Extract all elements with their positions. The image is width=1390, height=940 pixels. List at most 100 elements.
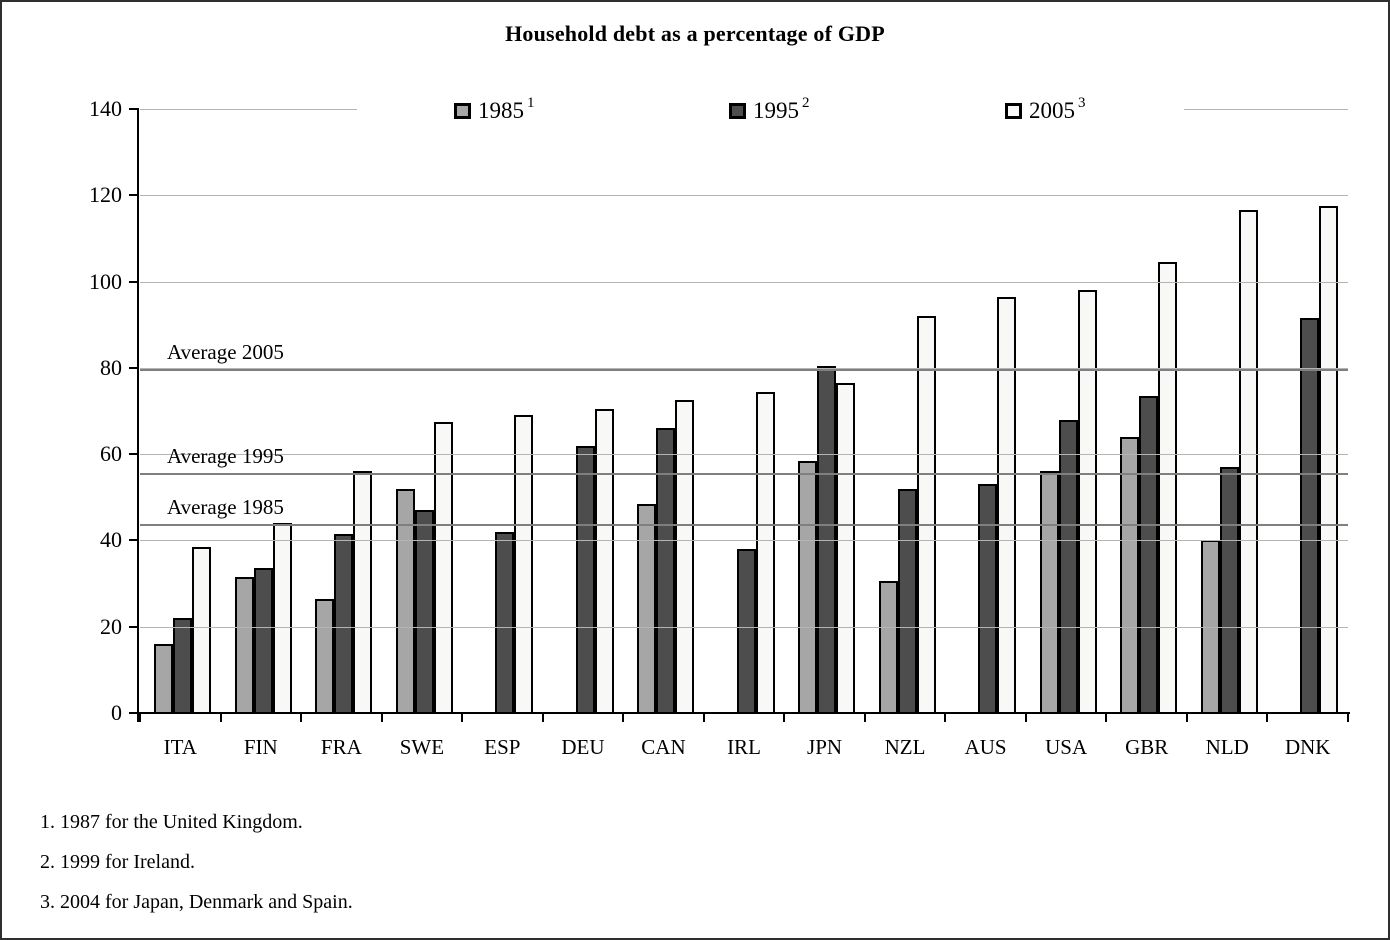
x-axis-tick [541,713,544,722]
x-axis-tick [1266,713,1269,722]
bar-deu-2005 [594,408,614,713]
y-axis-tick [129,366,138,369]
y-axis-tick [129,712,138,714]
legend-item-1985: 1985 1 [448,94,545,128]
y-axis-label: 100 [89,268,122,294]
legend-footnote-ref-1: 1 [527,94,535,111]
x-axis-label-aus: AUS [964,735,1007,759]
bar-gbr-2005 [1158,262,1178,713]
legend-swatch-1995-icon [729,103,746,119]
bar-usa-2005 [1077,290,1097,713]
bar-aus-2005 [997,296,1017,713]
x-axis-tick [783,713,786,722]
average-line-label: Average 1995 [167,443,284,468]
bar-dnk-2005 [1319,206,1339,713]
x-axis-label-ita: ITA [163,735,197,759]
legend-swatch-2005-icon [1005,103,1022,119]
bar-jpn-2005 [836,382,856,713]
x-axis-tick [944,713,947,722]
average-line-label: Average 2005 [167,340,284,364]
bar-swe-1985 [395,488,415,713]
footnote-3: 3. 2004 for Japan, Denmark and Spain. [40,891,353,913]
gridline-100 [140,281,1348,283]
x-axis-label-fra: FRA [320,735,362,759]
gridline-140 [1184,109,1348,110]
bar-ita-1985 [154,643,173,713]
x-axis-tick [461,713,464,722]
x-axis-line [137,712,1350,714]
x-axis-tick [622,713,625,722]
bar-dnk-1995 [1300,318,1320,713]
x-axis-label-esp: ESP [484,735,521,759]
gridline-140 [140,109,357,110]
x-axis-label-fin: FIN [243,735,278,759]
x-axis-tick [139,713,141,722]
bar-fra-1985 [315,598,335,713]
bar-swe-1995 [414,510,434,713]
bar-fin-2005 [272,523,292,713]
bar-jpn-1995 [817,365,837,713]
bar-jpn-1985 [798,460,818,713]
y-axis-tick [129,453,138,456]
legend-item-1995: 1995 2 [723,94,820,128]
bar-nzl-1995 [897,488,917,713]
bar-nzl-1985 [878,581,898,713]
bar-nld-1995 [1219,467,1239,713]
x-axis-tick [1105,713,1108,722]
gridline-120 [140,195,1348,197]
y-axis-tick [129,108,138,110]
bar-usa-1995 [1058,419,1078,713]
bar-ita-2005 [192,546,211,713]
bar-nld-2005 [1238,210,1258,713]
gridline-20 [140,626,1348,628]
legend-item-2005: 2005 3 [999,94,1096,128]
legend-label-1985: 1985 [478,98,524,123]
x-axis-tick [1024,713,1027,722]
y-axis-label: 0 [111,700,122,725]
bar-usa-1985 [1039,471,1059,713]
bar-fra-1995 [334,533,354,713]
bar-can-1995 [656,428,676,713]
bar-fin-1995 [253,568,273,713]
x-axis-label-nzl: NZL [884,735,926,759]
legend-label-1995: 1995 [753,98,799,123]
bar-irl-2005 [755,391,775,713]
legend-label-2005: 2005 [1029,98,1075,123]
bar-gbr-1995 [1139,395,1159,713]
y-axis-label: 120 [89,182,122,208]
bar-fin-1985 [234,577,254,713]
x-axis-tick [380,713,383,722]
footnote-2: 2. 1999 for Ireland. [40,851,195,873]
x-axis-tick [1185,713,1188,722]
average-line-label: Average 1985 [167,495,284,520]
y-axis-tick [129,194,138,197]
gridline-40 [140,540,1348,542]
x-axis-label-irl: IRL [727,735,761,759]
y-axis-tick [129,625,138,628]
bar-ita-1995 [173,618,192,713]
bar-fra-2005 [353,471,373,713]
y-axis-label: 60 [100,441,122,467]
bar-swe-2005 [433,421,453,713]
x-axis-tick [300,713,303,722]
chart-title: Household debt as a percentage of GDP [505,21,885,46]
x-axis-label-usa: USA [1045,735,1088,759]
x-axis-label-gbr: GBR [1125,735,1169,759]
y-axis-tick [129,280,138,283]
average-line-average-1995 [140,472,1348,475]
bar-aus-1995 [978,484,998,713]
y-axis-label: 140 [89,96,122,121]
bar-esp-1995 [495,531,515,713]
y-axis-label: 80 [100,354,122,380]
bar-irl-1995 [736,549,756,713]
legend-swatch-1985-icon [454,103,471,119]
bar-gbr-1985 [1120,436,1140,713]
x-axis-label-deu: DEU [561,735,605,759]
average-line-average-2005 [140,369,1348,371]
gridline-60 [140,454,1348,456]
gridline-80 [140,367,1348,369]
bar-nzl-2005 [916,316,936,713]
x-axis-tick [1347,713,1349,722]
